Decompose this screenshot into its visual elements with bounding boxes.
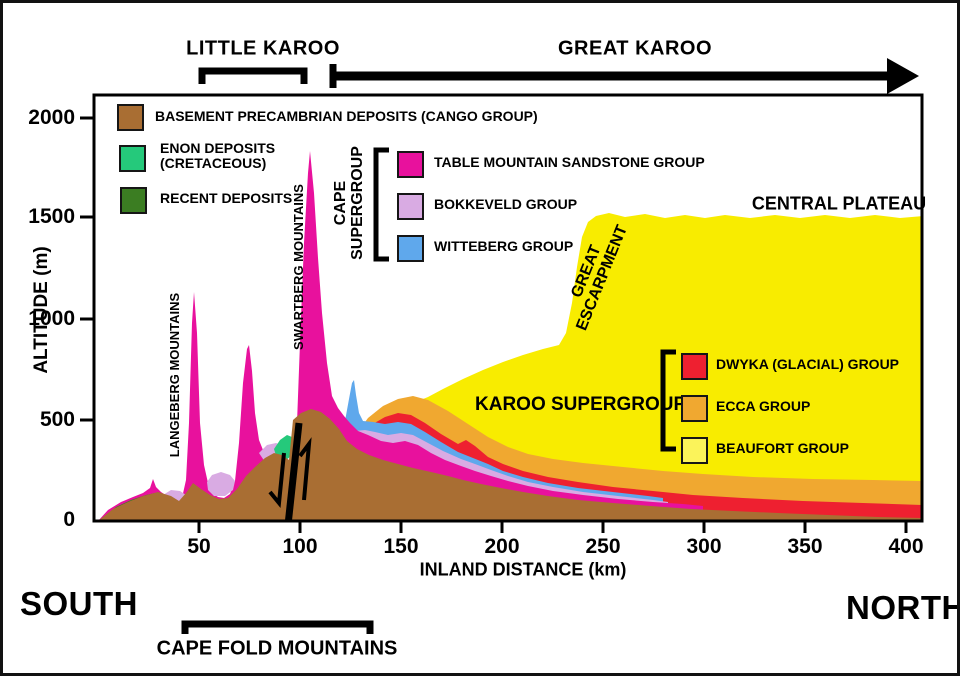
ecca-label: ECCA GROUP xyxy=(716,398,811,414)
y-tick-1500: 1500 xyxy=(28,205,75,228)
y-tick-0: 0 xyxy=(63,508,75,531)
bokkeveld-swatch xyxy=(397,193,424,220)
little-karoo-title: LITTLE KAROO xyxy=(186,37,340,60)
witteberg-swatch xyxy=(397,235,424,262)
enon-label-line2: (CRETACEOUS) xyxy=(160,155,267,172)
y-tick-2000: 2000 xyxy=(28,106,75,129)
layer-beaufort xyxy=(413,213,922,520)
tms-swatch xyxy=(397,151,424,178)
cape-supergroup-label: CAPE SUPERGROUP xyxy=(332,146,367,260)
witteberg-label: WITTEBERG GROUP xyxy=(434,238,574,254)
great-karoo-title: GREAT KAROO xyxy=(557,37,713,60)
dwyka-swatch xyxy=(681,353,708,380)
cape-supergroup-line2: SUPERGROUP xyxy=(349,146,366,260)
great-karoo-arrow-head xyxy=(887,58,919,94)
y-tick-marks xyxy=(80,116,94,422)
central-plateau-label: CENTRAL PLATEAU xyxy=(751,193,927,214)
recent-swatch xyxy=(120,187,147,214)
x-tick-250: 250 xyxy=(585,535,621,558)
little-karoo-bracket xyxy=(198,67,308,84)
x-tick-50: 50 xyxy=(187,535,211,558)
cape-fold-bracket xyxy=(181,620,374,634)
cape-fold-mountains-label: CAPE FOLD MOUNTAINS xyxy=(156,637,398,660)
layer-tms xyxy=(98,151,703,520)
x-axis-label: INLAND DISTANCE (km) xyxy=(419,559,627,580)
enon-label: ENON DEPOSITS (CRETACEOUS) xyxy=(160,140,276,172)
swartberg-mountains-label: SWARTBERG MOUNTAINS xyxy=(291,184,307,350)
x-tick-350: 350 xyxy=(787,535,823,558)
x-tick-150: 150 xyxy=(383,535,419,558)
langeberg-mountains-label: LANGEBERG MOUNTAINS xyxy=(167,292,183,458)
x-tick-200: 200 xyxy=(484,535,520,558)
cross-section-drawing xyxy=(80,58,924,634)
beaufort-label: BEAUFORT GROUP xyxy=(716,440,849,456)
enon-label-line1: ENON DEPOSITS xyxy=(160,140,276,156)
layer-bokkeveld-lens-2 xyxy=(207,472,235,496)
karoo-supergroup-label: KAROO SUPERGROUP xyxy=(475,394,687,415)
south-label: SOUTH xyxy=(20,585,138,622)
north-label: NORTH xyxy=(846,589,960,626)
cape-supergroup-bracket xyxy=(373,147,389,262)
x-tick-marks xyxy=(197,521,908,533)
y-tick-1000: 1000 xyxy=(28,307,75,330)
x-tick-400: 400 xyxy=(888,535,924,558)
fault-arrow-down xyxy=(268,452,286,509)
enon-swatch xyxy=(119,145,146,172)
plot-frame xyxy=(92,93,924,523)
cape-supergroup-line1: CAPE xyxy=(332,180,350,226)
ecca-swatch xyxy=(681,395,708,422)
fault-line xyxy=(285,422,303,520)
dwyka-label: DWYKA (GLACIAL) GROUP xyxy=(716,356,900,372)
x-tick-100: 100 xyxy=(282,535,318,558)
fault-arrow-up xyxy=(298,437,312,501)
tms-label: TABLE MOUNTAIN SANDSTONE GROUP xyxy=(434,154,705,170)
x-tick-300: 300 xyxy=(686,535,722,558)
beaufort-swatch xyxy=(681,437,708,464)
bokkeveld-label: BOKKEVELD GROUP xyxy=(434,196,578,212)
basement-label: BASEMENT PRECAMBRIAN DEPOSITS (CANGO GRO… xyxy=(155,108,538,124)
basement-swatch xyxy=(117,104,144,131)
recent-label: RECENT DEPOSITS xyxy=(160,190,293,206)
karoo-supergroup-bracket xyxy=(660,349,676,452)
y-tick-500: 500 xyxy=(39,408,75,431)
